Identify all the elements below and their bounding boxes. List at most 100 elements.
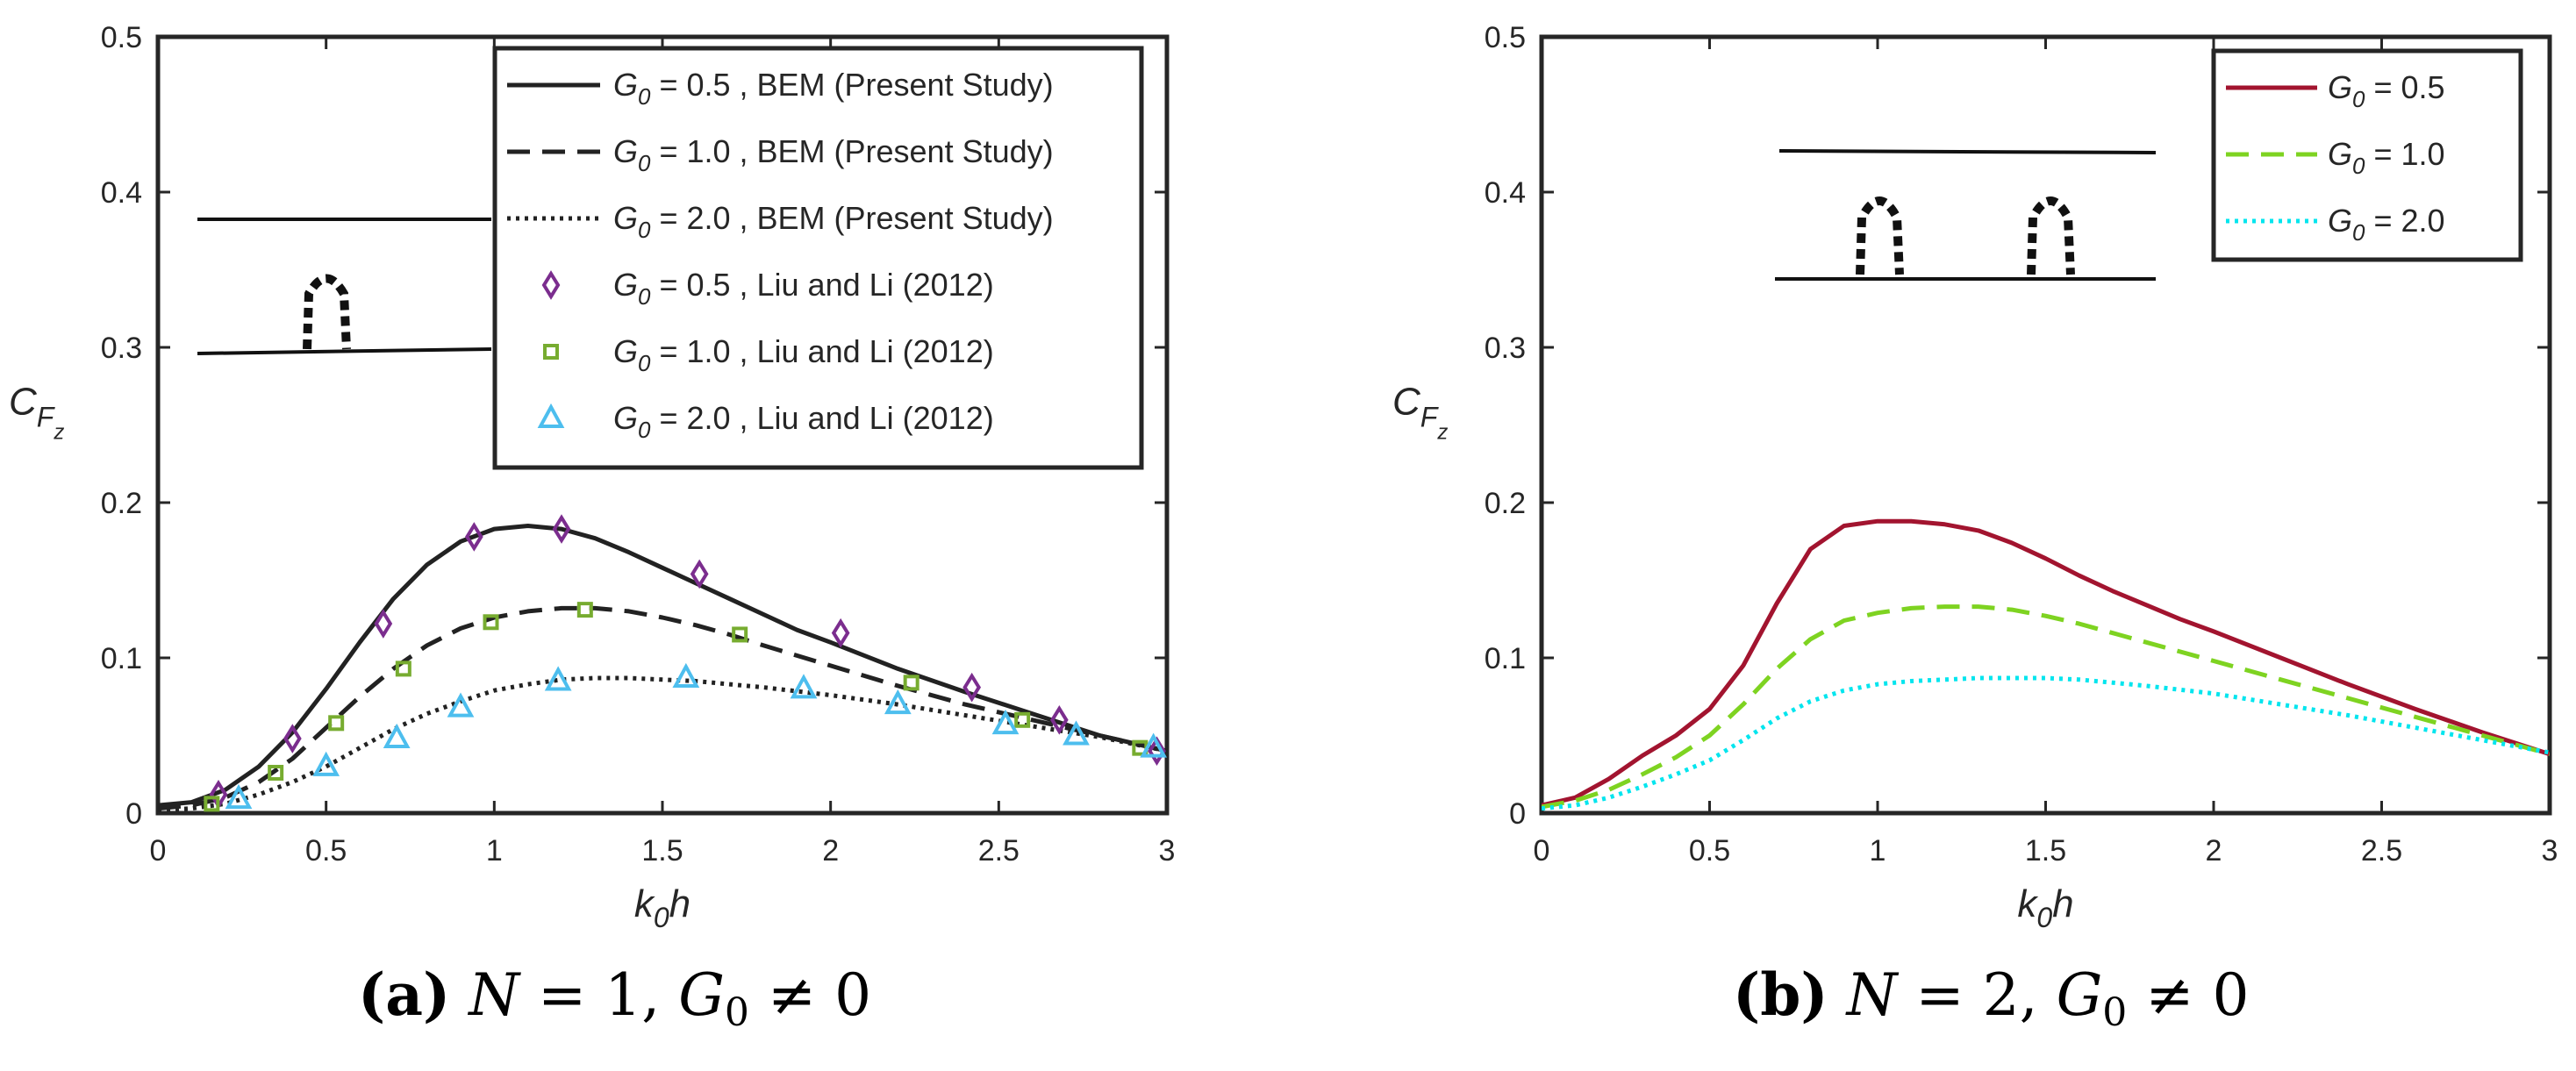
data-point: [831, 618, 850, 648]
x-axis-label: k0h: [2017, 882, 2073, 933]
legend: G0 = 0.5G0 = 1.0G0 = 2.0: [2211, 48, 2523, 262]
y-tick-label: 0: [1509, 797, 1526, 831]
y-tick-label: 0.5: [101, 21, 142, 54]
y-tick-label: 0.2: [101, 487, 142, 520]
y-axis-label-c: C: [9, 381, 38, 424]
y-axis-label-z: z: [1436, 421, 1448, 445]
data-point: [283, 724, 302, 753]
x-tick-label: 3: [2542, 834, 2558, 868]
y-tick-label: 0.2: [1485, 487, 1526, 520]
x-axis-label: k0h: [634, 882, 691, 933]
data-point: [1014, 711, 1031, 728]
legend-label-sub: 0: [2352, 88, 2365, 112]
x-tick-label: 3: [1159, 834, 1176, 868]
inset-schematic: [1775, 149, 2157, 281]
data-point: [544, 666, 572, 691]
legend-label-rest: = 2.0: [2365, 203, 2444, 239]
y-tick-label: 0.4: [101, 176, 142, 210]
plot-area: [158, 514, 1167, 812]
caption-b-eq: = 2,: [1897, 961, 2057, 1029]
y-axis-label: CFz: [1392, 381, 1448, 445]
data-point: [328, 715, 345, 732]
series-line: [1542, 604, 2550, 810]
y-axis-label-f: F: [1420, 402, 1440, 433]
legend-label-text: G0 = 2.0 , BEM (Present Study): [613, 200, 1054, 243]
legend-label-rest: = 0.5: [2365, 69, 2444, 105]
x-tick-label: 0.5: [1689, 834, 1730, 868]
breakwater-icon: [303, 274, 351, 350]
caption-b-rel: ≠ 0: [2127, 961, 2250, 1029]
y-tick-label: 0.3: [1485, 332, 1526, 365]
y-tick-label: 0.1: [101, 642, 142, 675]
legend-label-sub: 0: [638, 285, 651, 310]
legend-label-text: G0 = 1.0 , BEM (Present Study): [613, 133, 1054, 176]
legend-label-sub: 0: [638, 218, 651, 243]
x-tick-label: 1.5: [641, 834, 683, 868]
legend-label-sub: 0: [638, 152, 651, 176]
series-line: [1542, 518, 2550, 808]
caption-a: (a) N = 1, G0 ≠ 0: [358, 960, 871, 1035]
data-point: [374, 609, 393, 639]
legend-label-g: G: [613, 200, 638, 236]
y-axis-label-z: z: [53, 421, 64, 445]
caption-a-label: (a): [358, 960, 451, 1029]
legend-label-g: G: [613, 133, 638, 169]
x-tick-label: 0: [1534, 834, 1550, 868]
breakwater-icon-2: [2027, 196, 2075, 275]
series-line: [1542, 675, 2550, 811]
data-point: [395, 660, 411, 677]
legend-label-g: G: [2328, 136, 2352, 172]
seabed-line: [197, 347, 492, 355]
y-axis-label-f: F: [37, 402, 56, 433]
legend-label-g: G: [613, 333, 638, 369]
caption-b-g: G: [2056, 961, 2103, 1029]
legend-label-sub: 0: [2352, 221, 2365, 246]
caption-a-rel: ≠ 0: [748, 961, 872, 1029]
inset-schematic: [197, 218, 492, 355]
data-point: [884, 689, 912, 715]
legend-label-sub: 0: [2352, 154, 2365, 179]
data-point: [1063, 720, 1090, 746]
data-point: [790, 674, 818, 699]
data-point: [225, 783, 253, 810]
y-tick-label: 0.3: [101, 332, 142, 365]
series-line: [158, 675, 1167, 812]
legend-label-g: G: [613, 400, 638, 436]
x-tick-label: 1: [1870, 834, 1886, 868]
x-axis-label-h: h: [2052, 882, 2073, 925]
caption-a-n: N: [469, 961, 519, 1029]
legend-label-sub: 0: [638, 418, 651, 443]
legend-label-rest: = 0.5 , BEM (Present Study): [650, 67, 1053, 103]
plot-area: [1542, 518, 2550, 811]
free-surface-line: [1778, 149, 2157, 154]
legend-label-rest: = 1.0 , Liu and Li (2012): [650, 333, 993, 369]
data-point: [552, 514, 571, 544]
legend-label-text: G0 = 2.0 , Liu and Li (2012): [613, 400, 994, 443]
data-point: [268, 764, 284, 781]
caption-b-label: (b): [1733, 960, 1828, 1029]
legend-label-g: G: [613, 267, 638, 303]
data-point: [1049, 704, 1069, 735]
legend-label-text: G0 = 2.0: [2328, 203, 2445, 246]
data-point: [204, 796, 220, 812]
legend-label-sub: 0: [638, 85, 651, 110]
breakwater-icon-1: [1856, 196, 1904, 275]
legend-label-rest: = 2.0 , Liu and Li (2012): [650, 400, 993, 436]
caption-b-sub: 0: [2102, 990, 2128, 1035]
legend-label-text: G0 = 0.5 , Liu and Li (2012): [613, 267, 994, 310]
data-point: [312, 751, 340, 776]
legend-label-rest: = 1.0 , BEM (Present Study): [650, 133, 1053, 169]
legend-label-g: G: [613, 67, 638, 103]
series-line: [158, 605, 1167, 811]
legend-box: [492, 46, 1144, 470]
y-axis-label-c: C: [1392, 381, 1421, 424]
x-axis-label-h: h: [669, 882, 691, 925]
legend-label-text: G0 = 1.0 , Liu and Li (2012): [613, 333, 994, 376]
x-axis-label-sub: 0: [2036, 902, 2052, 933]
legend-label-rest: = 1.0: [2365, 136, 2444, 172]
caption-a-g: G: [678, 961, 725, 1029]
caption-b-n: N: [1846, 961, 1898, 1029]
